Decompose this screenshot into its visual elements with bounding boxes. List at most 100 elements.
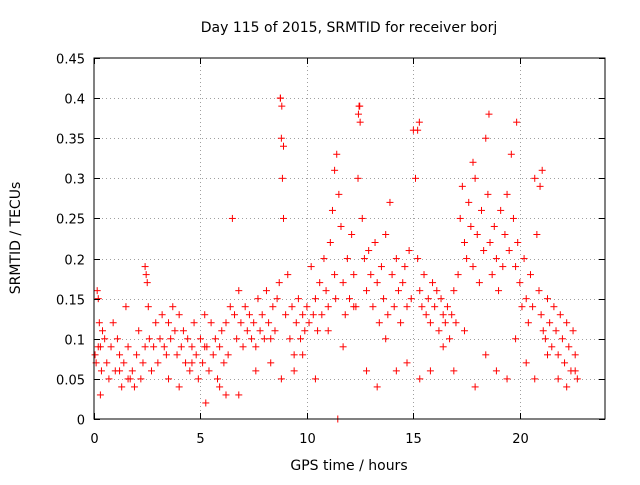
data-point — [513, 118, 521, 126]
data-point — [142, 271, 150, 279]
data-point — [182, 359, 190, 367]
data-point — [201, 311, 209, 319]
data-point — [414, 255, 422, 263]
data-point — [337, 222, 345, 230]
data-point — [369, 303, 377, 311]
data-point — [235, 391, 243, 399]
data-point — [301, 327, 309, 335]
data-point — [546, 319, 554, 327]
data-point — [554, 351, 562, 359]
data-point — [290, 351, 298, 359]
data-point — [388, 271, 396, 279]
data-point — [260, 335, 268, 343]
data-point — [222, 319, 230, 327]
y-tick-label: 0.3 — [64, 173, 85, 188]
data-point — [216, 383, 224, 391]
data-point — [101, 335, 109, 343]
data-point — [465, 198, 473, 206]
data-point — [520, 255, 528, 263]
data-point — [414, 126, 422, 134]
data-point — [152, 319, 160, 327]
data-point — [167, 335, 175, 343]
data-point — [365, 247, 373, 255]
data-point — [394, 287, 402, 295]
data-point — [284, 271, 292, 279]
data-point — [529, 303, 537, 311]
data-point — [192, 351, 200, 359]
data-point — [335, 190, 343, 198]
data-point — [331, 166, 339, 174]
data-point — [271, 327, 279, 335]
y-tick-label: 0.45 — [56, 53, 85, 68]
data-point — [382, 230, 390, 238]
data-point — [538, 166, 546, 174]
data-point — [267, 359, 275, 367]
data-point — [563, 383, 571, 391]
data-point — [243, 327, 251, 335]
data-point — [218, 327, 226, 335]
data-point — [311, 375, 319, 383]
y-tick-label: 0.4 — [64, 93, 85, 108]
data-point — [490, 222, 498, 230]
data-point — [122, 303, 130, 311]
data-point — [309, 311, 317, 319]
data-point — [363, 367, 371, 375]
data-point — [448, 311, 456, 319]
data-point — [333, 150, 341, 158]
data-point — [220, 359, 228, 367]
data-point — [282, 311, 290, 319]
data-point — [265, 319, 273, 327]
data-point — [371, 239, 379, 247]
data-point — [390, 303, 398, 311]
data-point — [248, 335, 256, 343]
data-point — [137, 375, 145, 383]
data-point — [165, 375, 173, 383]
data-point — [324, 303, 332, 311]
data-point — [96, 391, 104, 399]
data-point — [518, 303, 526, 311]
data-point — [154, 359, 162, 367]
data-point — [303, 303, 311, 311]
data-point — [258, 311, 266, 319]
data-point — [505, 247, 513, 255]
data-point — [339, 343, 347, 351]
data-point — [573, 375, 581, 383]
data-point — [299, 351, 307, 359]
data-point — [346, 295, 353, 303]
data-point — [458, 182, 466, 190]
data-point — [403, 359, 411, 367]
data-point — [175, 383, 183, 391]
data-point — [311, 295, 319, 303]
data-point — [380, 295, 388, 303]
data-point — [522, 359, 530, 367]
data-point — [473, 230, 481, 238]
data-point — [286, 335, 294, 343]
data-point — [456, 214, 464, 222]
data-point — [452, 319, 460, 327]
data-point — [377, 263, 385, 271]
data-point — [512, 263, 520, 271]
data-point — [492, 255, 500, 263]
data-point — [314, 327, 322, 335]
data-point — [514, 239, 522, 247]
data-point — [407, 295, 415, 303]
data-point — [475, 279, 483, 287]
data-point — [446, 335, 454, 343]
data-point — [460, 239, 468, 247]
data-point — [392, 255, 400, 263]
data-point — [109, 319, 117, 327]
data-point — [199, 359, 207, 367]
chart-title: Day 115 of 2015, SRMTID for receiver bor… — [201, 20, 498, 36]
data-point — [382, 335, 390, 343]
data-point — [467, 222, 475, 230]
data-point — [422, 311, 430, 319]
data-point — [305, 319, 313, 327]
data-point — [558, 335, 566, 343]
data-point — [224, 351, 232, 359]
data-point — [141, 343, 149, 351]
data-point — [184, 335, 192, 343]
data-point — [226, 303, 234, 311]
x-tick-label: 15 — [405, 432, 422, 447]
data-point — [116, 367, 124, 375]
data-point — [482, 134, 490, 142]
